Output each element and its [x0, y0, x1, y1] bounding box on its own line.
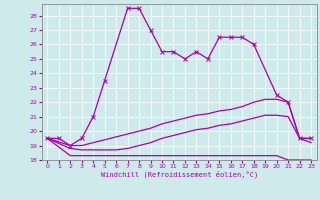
X-axis label: Windchill (Refroidissement éolien,°C): Windchill (Refroidissement éolien,°C)	[100, 171, 258, 178]
